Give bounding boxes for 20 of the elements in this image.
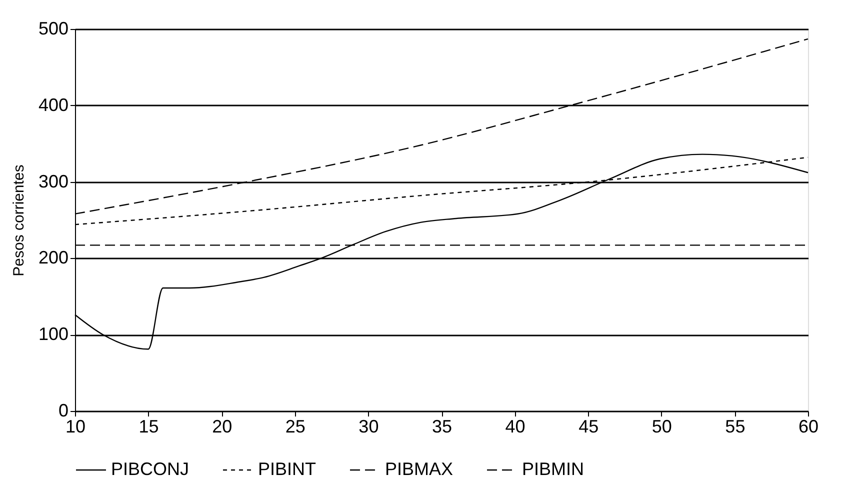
x-tick-label: 50 [652,416,672,436]
x-tick-label: 35 [432,416,452,436]
y-tick-label: 100 [38,324,68,344]
y-axis-title: Pesos corrientes [10,164,28,276]
y-tick-label: 200 [38,248,68,268]
x-tick-label: 15 [138,416,159,436]
x-tick-label: 40 [505,416,526,436]
y-tick-label: 400 [38,94,68,115]
legend-label: PIBMAX [385,459,454,479]
x-tick-label: 30 [358,416,379,436]
x-tick-label: 25 [285,416,306,436]
y-tick-label: 500 [38,18,68,38]
x-tick-label: 45 [578,416,599,436]
legend-label: PIBINT [258,459,316,479]
legend-label: PIBCONJ [111,459,190,479]
y-tick-label: 300 [38,171,68,192]
legend-label: PIBMIN [522,459,584,479]
x-tick-label: 55 [725,416,746,436]
x-tick-label: 20 [212,416,232,436]
x-tick-label: 60 [798,416,819,436]
